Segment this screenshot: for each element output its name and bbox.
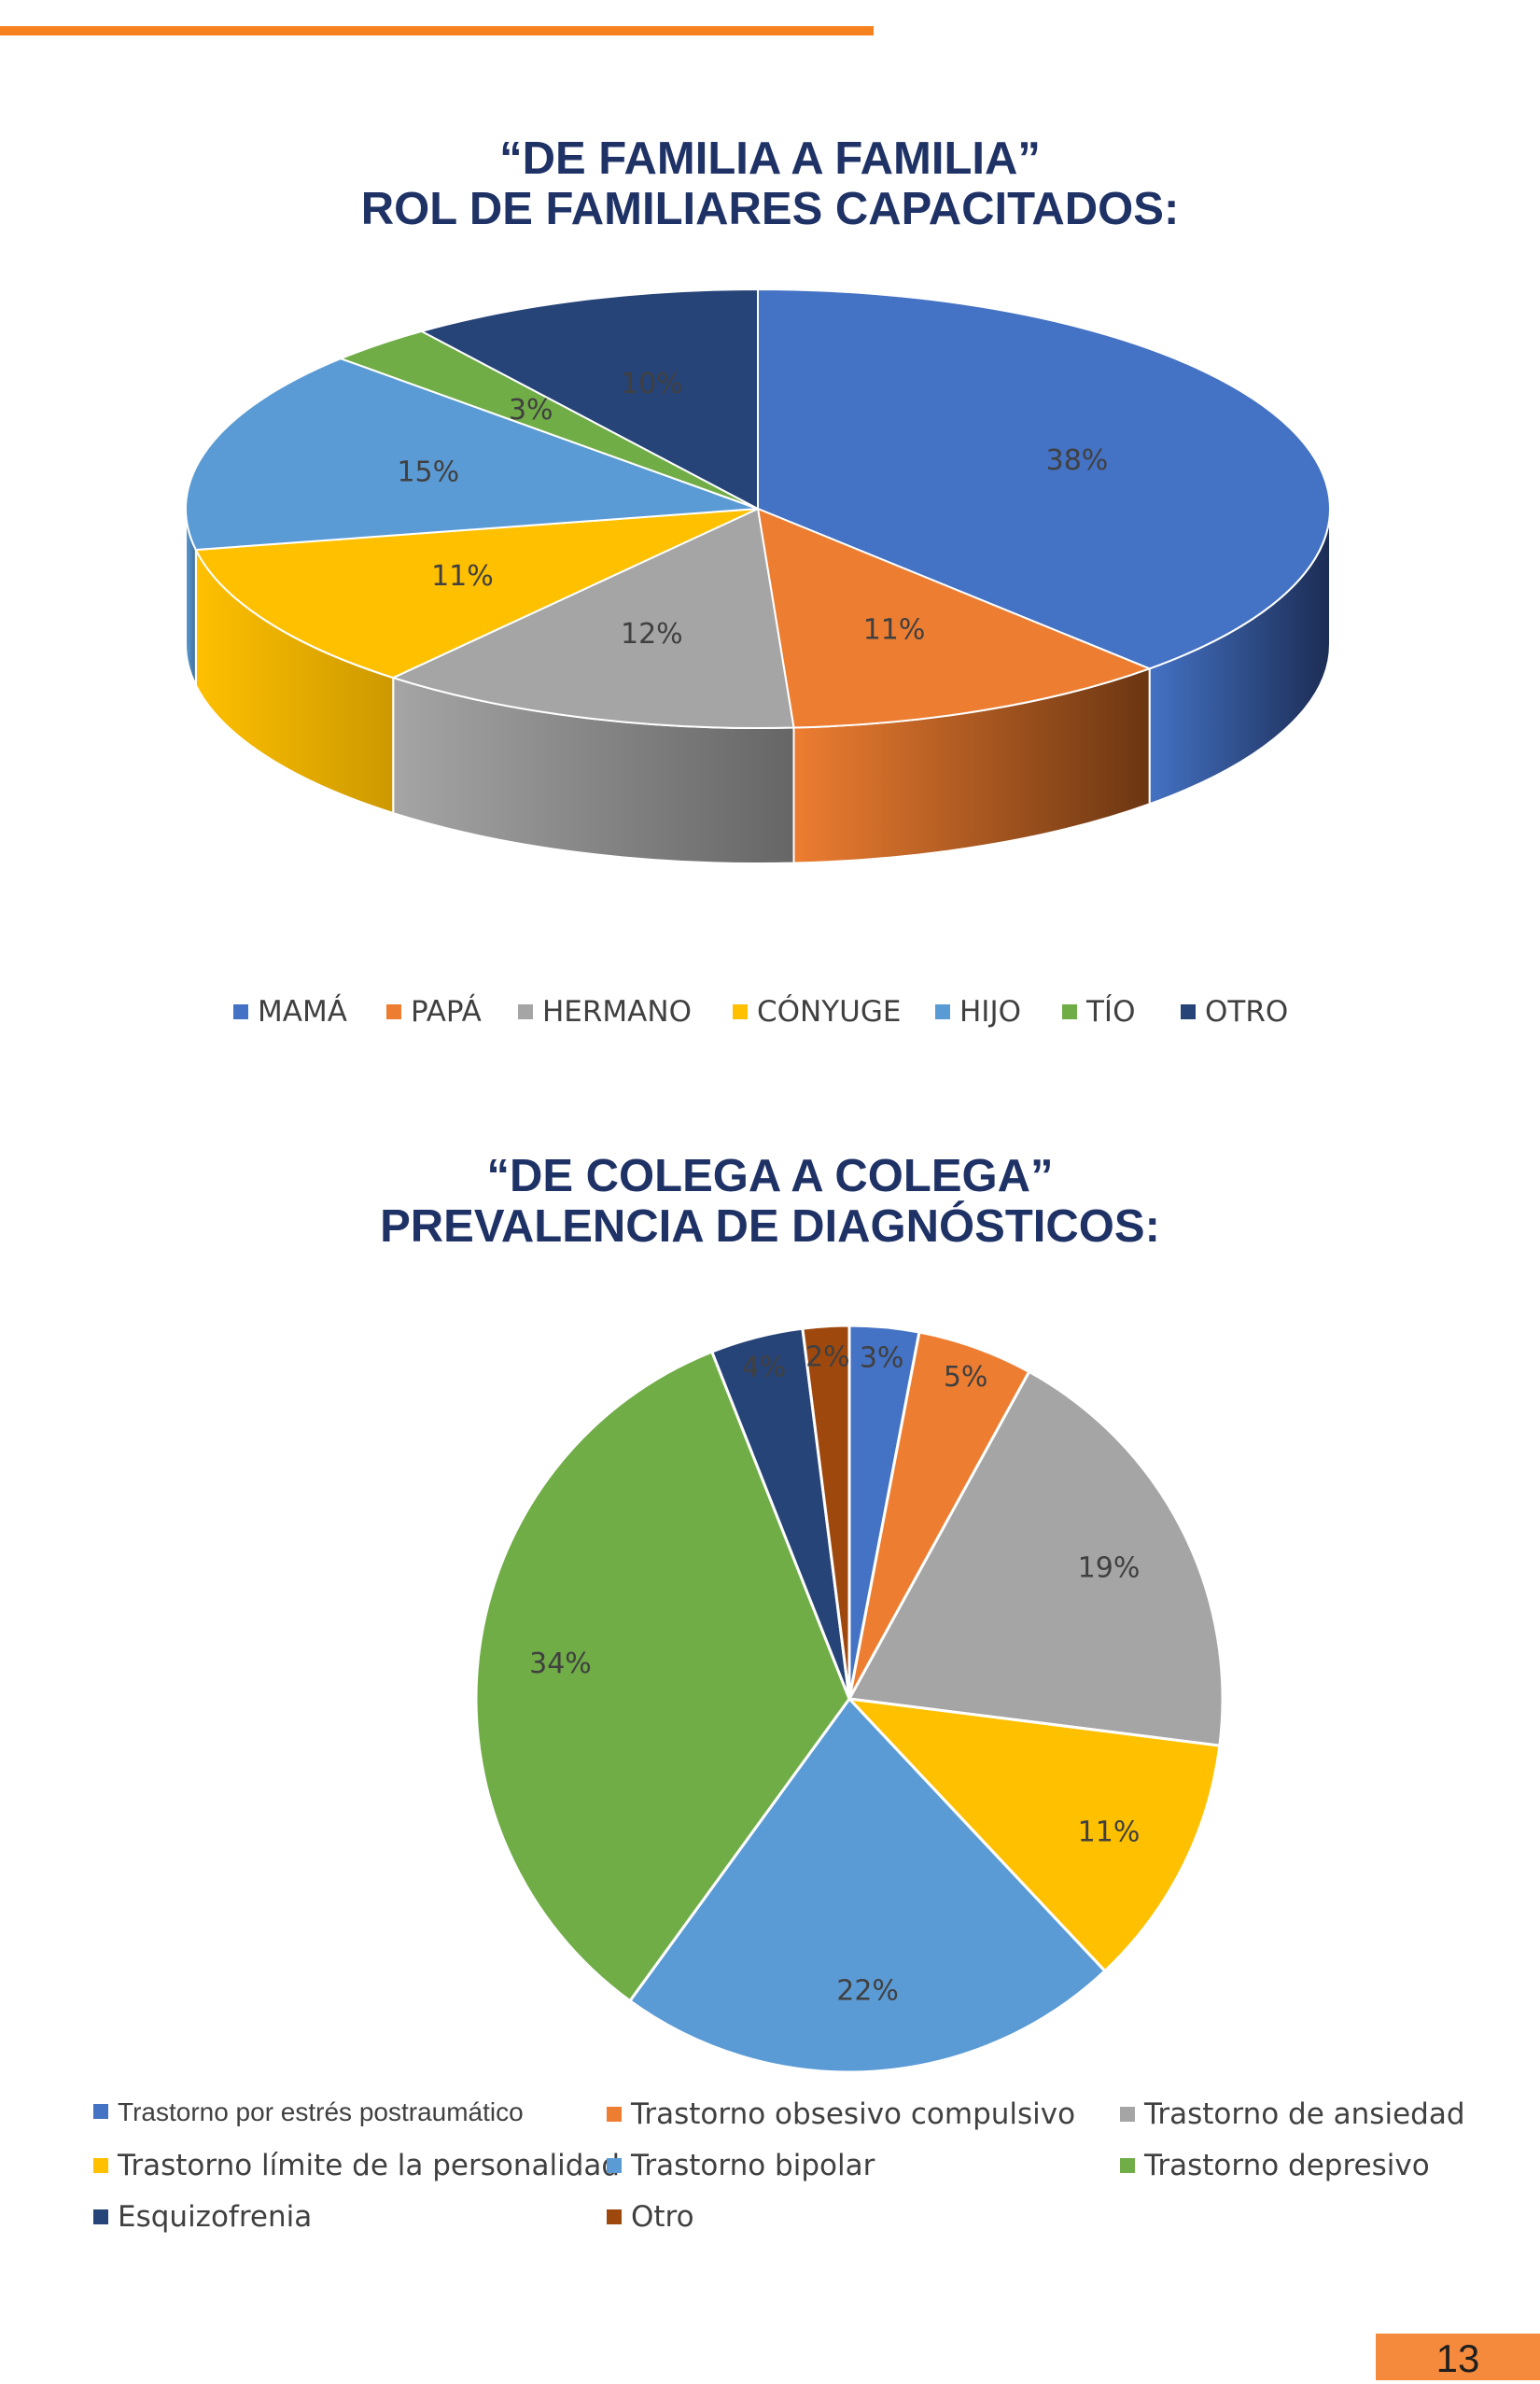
data-label-papa: 11% <box>863 613 926 646</box>
data-label-hermano: 12% <box>621 618 683 651</box>
legend-item-otro: Otro <box>607 2200 694 2234</box>
legend-swatch <box>935 1004 950 1019</box>
page-number-badge: 13 <box>1376 2334 1540 2380</box>
legend-item-otro: OTRO <box>1181 995 1288 1029</box>
data-label-tio: 3% <box>509 394 553 427</box>
legend-swatch <box>733 1004 748 1019</box>
legend-item-hijo: HIJO <box>935 995 1021 1029</box>
pie-slice-hermano <box>390 507 795 729</box>
legend-swatch <box>233 1004 248 1019</box>
legend-item-tio: TÍO <box>1062 995 1135 1029</box>
data-label-trastorno-obsesivo-compulsivo: 5% <box>944 1361 988 1394</box>
data-label-mama: 38% <box>1046 444 1109 477</box>
legend-label: TÍO <box>1086 995 1136 1029</box>
data-label-trastorno-bipolar: 22% <box>836 1974 899 2007</box>
legend-swatch <box>607 2209 622 2224</box>
data-label-trastorno-depresivo: 34% <box>529 1648 592 1680</box>
legend-item-papa: PAPÁ <box>386 995 482 1029</box>
top-accent-rule <box>0 26 874 35</box>
chart1-legend: MAMÁ PAPÁ HERMANO CÓNYUGE HIJO TÍO OTRO <box>0 995 1540 1038</box>
legend-label: CÓNYUGE <box>757 995 902 1029</box>
legend-label: OTRO <box>1205 995 1289 1029</box>
legend-label: Trastorno obsesivo compulsivo <box>631 2097 1076 2131</box>
pie-chart-family-roles: 38% 11% 12% 11% 15% 3% 10% <box>185 287 1331 864</box>
chart2-legend: Trastorno por estrés postraumático Trasto… <box>0 2097 1540 2247</box>
pie-slice-otro <box>418 287 759 511</box>
legend-label: Trastorno límite de la personalidad <box>118 2149 621 2182</box>
data-label-esquizofrenia: 4% <box>742 1352 787 1384</box>
chart1-title-line1: “DE FAMILIA A FAMILIA” <box>499 133 1041 184</box>
chart2-title: “DE COLEGA A COLEGA” PREVALENCIA DE DIAG… <box>0 1151 1540 1252</box>
chart1-title: “DE FAMILIA A FAMILIA” ROL DE FAMILIARES… <box>0 133 1540 234</box>
legend-swatch <box>93 2158 108 2173</box>
legend-swatch <box>607 2158 622 2173</box>
pie-slice-trastorno-limite-de-la-personalidad <box>846 1696 1222 1973</box>
legend-item-trastorno-obsesivo-compulsivo: Trastorno obsesivo compulsivo <box>607 2097 1075 2131</box>
pie-slice-mama <box>757 287 1331 670</box>
pie-slice-trastorno-depresivo <box>474 1350 851 2003</box>
legend-item-trastorno-bipolar: Trastorno bipolar <box>607 2149 875 2182</box>
legend-swatch <box>93 2104 108 2119</box>
pie-slice-otro <box>801 1324 851 1700</box>
data-label-trastorno-limite-de-la-personalidad: 11% <box>1078 1816 1141 1849</box>
chart2-title-line1: “DE COLEGA A COLEGA” <box>486 1151 1054 1201</box>
legend-swatch <box>1062 1004 1077 1019</box>
legend-swatch <box>1120 2107 1135 2122</box>
legend-label: Otro <box>631 2200 694 2234</box>
legend-label: PAPÁ <box>411 995 482 1029</box>
legend-item-trastorno-de-ansiedad: Trastorno de ansiedad <box>1120 2097 1465 2131</box>
legend-label: Trastorno de ansiedad <box>1144 2097 1465 2131</box>
legend-swatch <box>386 1004 401 1019</box>
pie-chart-diagnoses: 3% 5% 19% 11% 22% 34% 4% 2% <box>474 1324 1225 2074</box>
data-label-trastorno-por-estres-postraumatico: 3% <box>860 1342 904 1375</box>
legend-item-trastorno-limite-de-la-personalidad: Trastorno límite de la personalidad <box>93 2149 620 2182</box>
pie-slice-hijo <box>185 358 759 552</box>
legend-swatch <box>93 2209 108 2224</box>
legend-label: HIJO <box>959 995 1021 1029</box>
legend-item-conyuge: CÓNYUGE <box>733 995 901 1029</box>
legend-item-esquizofrenia: Esquizofrenia <box>93 2200 312 2234</box>
legend-label: Trastorno por estrés postraumático <box>118 2097 524 2126</box>
chart2-title-line2: PREVALENCIA DE DIAGNÓSTICOS: <box>380 1201 1160 1252</box>
legend-item-mama: MAMÁ <box>233 995 347 1029</box>
data-label-hijo: 15% <box>397 456 459 489</box>
legend-swatch <box>518 1004 533 1019</box>
data-label-otro: 10% <box>621 368 683 400</box>
pie-slice-papa <box>756 507 1153 729</box>
data-label-conyuge: 11% <box>431 560 494 593</box>
pie-slice-trastorno-bipolar <box>627 1696 1107 2074</box>
legend-item-hermano: HERMANO <box>518 995 692 1029</box>
legend-swatch <box>1181 1004 1196 1019</box>
legend-swatch <box>1120 2158 1135 2173</box>
legend-swatch <box>607 2107 622 2122</box>
legend-item-trastorno-depresivo: Trastorno depresivo <box>1120 2149 1430 2182</box>
legend-label: Trastorno depresivo <box>1144 2149 1430 2182</box>
legend-label: HERMANO <box>542 995 692 1029</box>
data-label-trastorno-de-ansiedad: 19% <box>1078 1551 1141 1584</box>
data-label-otro: 2% <box>805 1341 850 1374</box>
legend-item-trastorno-por-estres-postraumatico: Trastorno por estrés postraumático <box>93 2097 524 2127</box>
legend-label: Trastorno bipolar <box>631 2149 875 2182</box>
pie-slice-trastorno-de-ansiedad <box>847 1369 1225 1747</box>
pie-slice-conyuge <box>194 508 759 680</box>
legend-label: Esquizofrenia <box>118 2200 313 2234</box>
legend-label: MAMÁ <box>258 995 347 1029</box>
chart1-title-line2: ROL DE FAMILIARES CAPACITADOS: <box>360 184 1180 234</box>
